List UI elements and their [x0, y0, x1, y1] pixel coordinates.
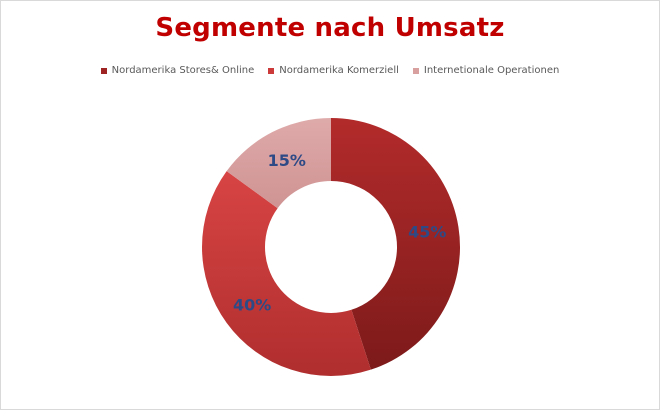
- legend-swatch: [412, 67, 419, 74]
- legend-label: Nordamerika Komerziell: [279, 65, 399, 76]
- legend-item-nordamerika-stores-online: Nordamerika Stores& Online: [100, 65, 255, 76]
- data-label-nordamerika-stores-online: 45%: [408, 223, 446, 242]
- slice-nordamerika-stores-online: [331, 118, 460, 370]
- data-label-nordamerika-komerziell: 40%: [233, 295, 271, 314]
- legend-item-nordamerika-komerziell: Nordamerika Komerziell: [268, 65, 399, 76]
- data-label-internationale-operationen: 15%: [268, 151, 306, 170]
- slice-nordamerika-komerziell: [202, 171, 371, 376]
- chart-title: Segmente nach Umsatz: [155, 13, 505, 43]
- legend-label: Internetionale Operationen: [423, 65, 560, 76]
- legend-swatch: [268, 67, 275, 74]
- legend-item-internationale-operationen: Internetionale Operationen: [412, 65, 560, 76]
- legend: Nordamerika Stores& Online Nordamerika K…: [1, 65, 659, 76]
- legend-swatch: [100, 67, 107, 74]
- legend-label: Nordamerika Stores& Online: [111, 65, 255, 76]
- slice-internationale-operationen: [226, 118, 331, 209]
